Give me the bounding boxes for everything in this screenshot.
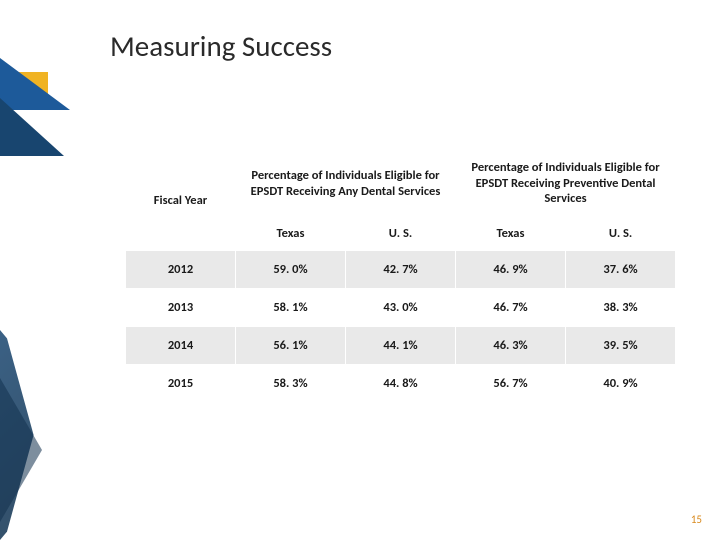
cell-prev-tx: 56. 7% — [456, 365, 566, 403]
cell-any-us: 44. 1% — [346, 327, 456, 365]
data-table: Fiscal Year Percentage of Individuals El… — [125, 150, 676, 403]
table-header-row-1: Fiscal Year Percentage of Individuals El… — [126, 151, 676, 217]
table-row: 2012 59. 0% 42. 7% 46. 9% 37. 6% — [126, 251, 676, 289]
cell-prev-tx: 46. 7% — [456, 289, 566, 327]
cell-any-us: 44. 8% — [346, 365, 456, 403]
cell-prev-us: 38. 3% — [566, 289, 676, 327]
cell-prev-us: 39. 5% — [566, 327, 676, 365]
col-header-preventive-dental: Percentage of Individuals Eligible for E… — [456, 151, 676, 217]
cell-prev-tx: 46. 3% — [456, 327, 566, 365]
data-table-wrap: Fiscal Year Percentage of Individuals El… — [125, 150, 675, 403]
side-accent — [0, 0, 70, 540]
col-header-fiscal-year: Fiscal Year — [126, 151, 236, 251]
table-row: 2015 58. 3% 44. 8% 56. 7% 40. 9% — [126, 365, 676, 403]
cell-prev-us: 40. 9% — [566, 365, 676, 403]
col-header-any-dental: Percentage of Individuals Eligible for E… — [236, 151, 456, 217]
cell-prev-us: 37. 6% — [566, 251, 676, 289]
cell-year: 2012 — [126, 251, 236, 289]
cell-year: 2015 — [126, 365, 236, 403]
col-sub-prev-tx: Texas — [456, 217, 566, 251]
col-sub-prev-us: U. S. — [566, 217, 676, 251]
col-sub-any-us: U. S. — [346, 217, 456, 251]
slide: Measuring Success Fiscal Year Percentage… — [0, 0, 720, 540]
cell-year: 2013 — [126, 289, 236, 327]
cell-year: 2014 — [126, 327, 236, 365]
blue-triangle-2 — [0, 98, 64, 156]
cell-any-tx: 58. 1% — [236, 289, 346, 327]
cell-any-tx: 58. 3% — [236, 365, 346, 403]
page-number: 15 — [691, 513, 702, 526]
table-row: 2013 58. 1% 43. 0% 46. 7% 38. 3% — [126, 289, 676, 327]
cell-any-tx: 56. 1% — [236, 327, 346, 365]
cell-any-us: 42. 7% — [346, 251, 456, 289]
col-sub-any-tx: Texas — [236, 217, 346, 251]
table-row: 2014 56. 1% 44. 1% 46. 3% 39. 5% — [126, 327, 676, 365]
cell-any-us: 43. 0% — [346, 289, 456, 327]
page-title: Measuring Success — [110, 28, 332, 64]
cell-any-tx: 59. 0% — [236, 251, 346, 289]
cell-prev-tx: 46. 9% — [456, 251, 566, 289]
